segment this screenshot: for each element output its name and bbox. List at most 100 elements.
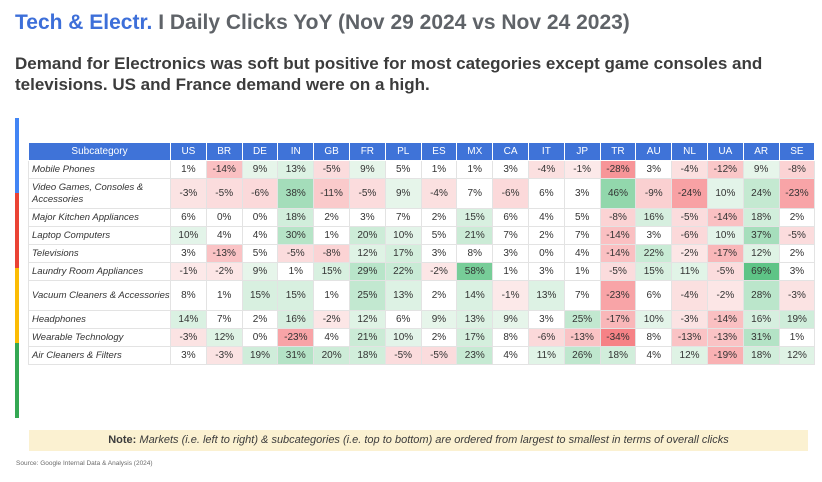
- heatmap-cell: 9%: [420, 310, 458, 329]
- heatmap-cell: -2%: [420, 262, 458, 281]
- heatmap-cell: 46%: [599, 178, 637, 209]
- header-nl: NL: [671, 142, 708, 161]
- heatmap-cell: 7%: [205, 310, 243, 329]
- heatmap-cell: 1%: [170, 160, 207, 179]
- heatmap-cell: 19%: [778, 310, 816, 329]
- heatmap-cell: 3%: [527, 262, 565, 281]
- heatmap-cell: 15%: [635, 262, 673, 281]
- header-de: DE: [241, 142, 279, 161]
- header-gb: GB: [313, 142, 350, 161]
- header-jp: JP: [563, 142, 601, 161]
- heatmap-table: Subcategory US BR DE IN GB FR PL ES MX CA IT JP TR AU…: [28, 142, 816, 365]
- heatmap-cell: -34%: [599, 328, 637, 347]
- heatmap-cell: 29%: [348, 262, 386, 281]
- heatmap-cell: 1%: [313, 226, 350, 245]
- heatmap-cell: 6%: [384, 310, 422, 329]
- header-row: Subcategory US BR DE IN GB FR PL ES MX CA IT JP TR AU…: [28, 142, 816, 161]
- heatmap-cell: -3%: [778, 280, 816, 311]
- heatmap-cell: 13%: [277, 160, 315, 179]
- heatmap-cell: 17%: [456, 328, 494, 347]
- heatmap-cell: 10%: [706, 226, 744, 245]
- note-banner: Note: Markets (i.e. left to right) & sub…: [29, 430, 808, 451]
- heatmap-cell: 10%: [384, 226, 422, 245]
- heatmap-cell: 5%: [420, 226, 458, 245]
- heatmap-cell: 10%: [635, 310, 673, 329]
- heatmap-cell: 3%: [170, 244, 207, 263]
- heatmap-cell: 3%: [563, 178, 601, 209]
- heatmap-cell: -5%: [706, 262, 744, 281]
- subcategory-label: Vacuum Cleaners & Accessories: [28, 280, 171, 311]
- table-row: Video Games, Consoles & Accessories -3% -5…: [28, 178, 816, 209]
- heatmap-cell: 3%: [492, 244, 529, 263]
- title-brand: Tech & Electr.: [15, 11, 153, 34]
- heatmap-cell: 26%: [563, 346, 601, 365]
- header-us: US: [170, 142, 207, 161]
- heatmap-cell: 5%: [563, 208, 601, 227]
- heatmap-cell: 3%: [492, 160, 529, 179]
- heatmap-cell: 11%: [671, 262, 708, 281]
- heatmap-cell: -8%: [313, 244, 350, 263]
- heatmap-cell: 16%: [277, 310, 315, 329]
- table-row: Laptop Computers 10% 4% 4% 30% 1% 20% 10% 5% 21% 7…: [28, 226, 816, 245]
- header-ca: CA: [492, 142, 529, 161]
- heatmap-cell: 7%: [563, 280, 601, 311]
- header-fr: FR: [348, 142, 386, 161]
- heatmap-cell: 18%: [742, 346, 780, 365]
- heatmap-cell: -14%: [706, 208, 744, 227]
- heatmap-cell: 17%: [384, 244, 422, 263]
- heatmap-cell: 2%: [420, 328, 458, 347]
- heatmap-cell: 0%: [205, 208, 243, 227]
- heatmap-cell: 12%: [671, 346, 708, 365]
- heatmap-cell: -14%: [205, 160, 243, 179]
- heatmap-cell: 3%: [635, 160, 673, 179]
- heatmap-cell: 18%: [277, 208, 315, 227]
- heatmap-cell: 4%: [563, 244, 601, 263]
- heatmap-cell: -9%: [635, 178, 673, 209]
- color-bar-yellow: [15, 268, 19, 343]
- heatmap-cell: 9%: [241, 160, 279, 179]
- header-ar: AR: [742, 142, 780, 161]
- heatmap-cell: 0%: [527, 244, 565, 263]
- heatmap-cell: 15%: [456, 208, 494, 227]
- header-pl: PL: [384, 142, 422, 161]
- heatmap-cell: 2%: [420, 280, 458, 311]
- table-row: Vacuum Cleaners & Accessories 8% 1% 15% 15% 1…: [28, 280, 816, 311]
- heatmap-cell: -23%: [778, 178, 816, 209]
- table-row: Wearable Technology -3% 12% 0% -23% 4% 21% 10% 2…: [28, 328, 816, 347]
- heatmap-cell: -6%: [671, 226, 708, 245]
- heatmap-cell: 6%: [527, 178, 565, 209]
- heatmap-cell: -6%: [492, 178, 529, 209]
- heatmap-cell: 19%: [241, 346, 279, 365]
- table-row: Televisions 3% -13% 5% -5% -8% 12% 17% 3% 8% 3% 0% 4…: [28, 244, 816, 263]
- heatmap-cell: 7%: [456, 178, 494, 209]
- heatmap-cell: -3%: [205, 346, 243, 365]
- heatmap-cell: 12%: [742, 244, 780, 263]
- heatmap-cell: 18%: [742, 208, 780, 227]
- heatmap-cell: -2%: [706, 280, 744, 311]
- heatmap-cell: -4%: [671, 160, 708, 179]
- heatmap-cell: 20%: [348, 226, 386, 245]
- heatmap-cell: 1%: [563, 262, 601, 281]
- header-se: SE: [778, 142, 816, 161]
- heatmap-cell: 2%: [778, 208, 816, 227]
- heatmap-cell: 11%: [527, 346, 565, 365]
- heatmap-cell: 2%: [420, 208, 458, 227]
- header-tr: TR: [599, 142, 637, 161]
- note-text: Markets (i.e. left to right) & subcatego…: [139, 434, 729, 446]
- heatmap-cell: 7%: [563, 226, 601, 245]
- heatmap-cell: 1%: [313, 280, 350, 311]
- heatmap-cell: 25%: [563, 310, 601, 329]
- heatmap-cell: 15%: [277, 280, 315, 311]
- heatmap-cell: 15%: [241, 280, 279, 311]
- heatmap-cell: -5%: [348, 178, 386, 209]
- header-au: AU: [635, 142, 673, 161]
- heatmap-cell: 3%: [348, 208, 386, 227]
- heatmap-cell: 3%: [635, 226, 673, 245]
- heatmap-cell: 7%: [492, 226, 529, 245]
- heatmap-cell: 24%: [742, 178, 780, 209]
- heatmap-cell: -23%: [599, 280, 637, 311]
- header-in: IN: [277, 142, 315, 161]
- heatmap-cell: 28%: [742, 280, 780, 311]
- header-mx: MX: [456, 142, 494, 161]
- heatmap-cell: 31%: [277, 346, 315, 365]
